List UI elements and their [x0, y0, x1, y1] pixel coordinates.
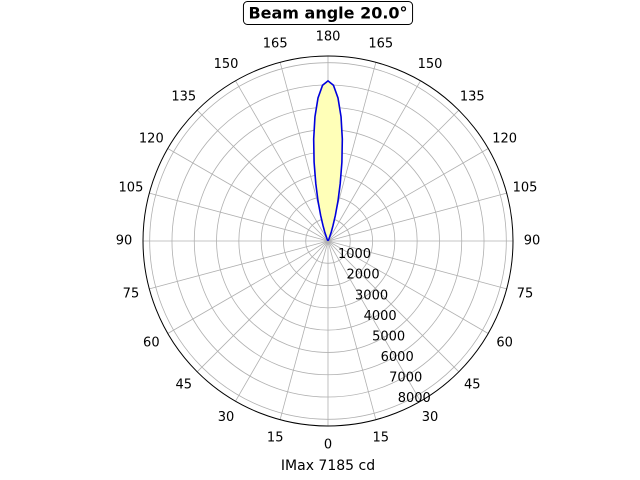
- radial-tick-label: 3000: [355, 288, 388, 303]
- grid-spoke: [327, 240, 489, 334]
- angle-tick-label: 60: [496, 336, 513, 351]
- radial-tick-label: 1000: [338, 247, 371, 262]
- grid-spoke: [279, 240, 329, 420]
- angle-tick-label: 180: [316, 30, 341, 45]
- angle-tick-label: 15: [373, 431, 390, 446]
- polar-spine: [142, 55, 514, 427]
- grid-spoke: [149, 192, 329, 242]
- angle-tick-label: 45: [175, 378, 192, 393]
- grid-spoke: [327, 240, 377, 420]
- angle-tick-label: 120: [139, 132, 164, 147]
- angle-tick-label: 90: [524, 234, 541, 249]
- grid-spoke: [327, 240, 460, 373]
- beam-area: [313, 80, 343, 241]
- beam-line: [312, 79, 344, 242]
- grid-spoke: [167, 240, 329, 334]
- angle-tick-label: 150: [214, 57, 239, 72]
- angle-tick-label: 0: [324, 438, 332, 453]
- angle-tick-label: 165: [368, 36, 393, 51]
- grid-spoke: [196, 109, 329, 242]
- radial-tick-label: 8000: [398, 391, 431, 406]
- radial-tick-label: 4000: [364, 309, 397, 324]
- x-axis-label: IMax 7185 cd: [281, 458, 375, 474]
- angle-tick-label: 30: [218, 410, 235, 425]
- angle-tick-label: 45: [464, 378, 481, 393]
- radial-tick-label: 5000: [372, 329, 405, 344]
- angle-tick-label: 165: [263, 36, 288, 51]
- angle-tick-label: 105: [513, 181, 538, 196]
- grid-spoke: [327, 240, 507, 290]
- grid-spoke: [327, 192, 507, 242]
- radial-tick-label: 2000: [347, 268, 380, 283]
- chart-title: Beam angle 20.0°: [248, 4, 407, 23]
- radial-tick-label: 7000: [389, 371, 422, 386]
- grid-spoke: [149, 240, 329, 290]
- angle-tick-label: 150: [418, 57, 443, 72]
- angle-tick-label: 135: [171, 89, 196, 104]
- angle-tick-label: 30: [422, 410, 439, 425]
- radial-tick-label: 6000: [381, 350, 414, 365]
- grid-spoke: [196, 240, 329, 373]
- grid-spoke: [235, 80, 329, 242]
- angle-tick-label: 75: [123, 286, 140, 301]
- angle-tick-label: 90: [116, 234, 133, 249]
- grid-spoke: [327, 80, 421, 242]
- grid-spoke: [327, 148, 489, 242]
- angle-tick-label: 120: [492, 132, 517, 147]
- title-box: [242, 1, 414, 25]
- angle-tick-label: 15: [267, 431, 284, 446]
- angle-tick-label: 135: [460, 89, 485, 104]
- angle-tick-label: 105: [119, 181, 144, 196]
- grid-spoke: [327, 240, 421, 402]
- angle-tick-label: 75: [517, 286, 534, 301]
- grid-spoke: [327, 109, 460, 242]
- grid-spoke: [235, 240, 329, 402]
- angle-tick-label: 60: [143, 336, 160, 351]
- grid-spoke: [167, 148, 329, 242]
